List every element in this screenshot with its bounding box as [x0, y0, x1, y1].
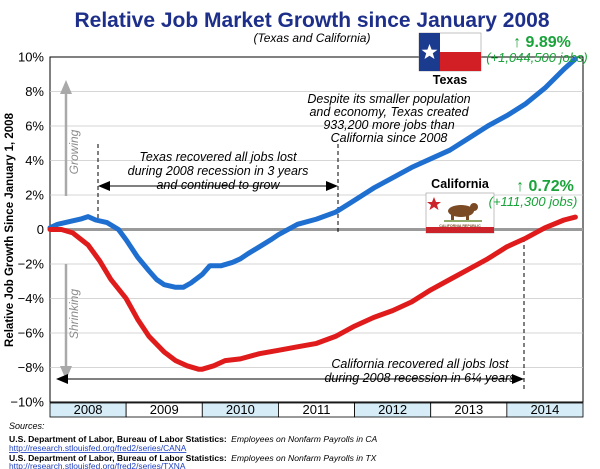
year-label-2009: 2009: [150, 402, 179, 417]
growing-arrow: Growing: [60, 80, 81, 196]
source-2: U.S. Department of Labor, Bureau of Labo…: [9, 453, 377, 463]
texas-pct: ↑ 9.89%: [513, 34, 571, 51]
year-label-2014: 2014: [530, 402, 559, 417]
california-jobs: (+111,300 jobs): [489, 194, 578, 209]
source-2-url[interactable]: http://research.stlouisfed.org/fred2/ser…: [9, 461, 186, 469]
chart-subtitle: (Texas and California): [254, 31, 371, 45]
y-tick-label-2: −6%: [18, 326, 45, 341]
year-label-2011: 2011: [303, 402, 331, 417]
tvc-line-1: Despite its smaller population: [307, 92, 470, 106]
tvc-line-4: California since 2008: [331, 131, 448, 145]
texas-recovery-annotation: Texas recovered all jobs lost during 200…: [98, 150, 338, 192]
texas-vs-california-annotation: Despite its smaller population and econo…: [307, 92, 470, 145]
x-year-bands: 2008 2009 2010 2011 2012 2013 2014: [49, 402, 584, 418]
source-1-org: U.S. Department of Labor, Bureau of Labo…: [9, 434, 227, 444]
tvc-line-2: and economy, Texas created: [309, 105, 469, 119]
y-tick-label-3: −4%: [18, 291, 45, 306]
y-tick-labels: −10% −8% −6% −4% −2% 0 2% 4% 6% 8% 10%: [10, 50, 44, 410]
shrinking-arrow: Shrinking: [60, 264, 81, 380]
source-1-title: Employees on Nonfarm Payrolls in CA: [231, 434, 377, 444]
shrinking-label: Shrinking: [67, 289, 81, 339]
source-2-title: Employees on Nonfarm Payrolls in TX: [231, 453, 376, 463]
california-callout: California CALIFORNIA REPUBLIC ↑ 0.72% (…: [425, 177, 578, 234]
sources: Sources: U.S. Department of Labor, Burea…: [9, 421, 378, 469]
source-1: U.S. Department of Labor, Bureau of Labo…: [9, 434, 378, 444]
year-label-2013: 2013: [454, 402, 483, 417]
ca-recovery-line-2: during 2008 recession in 6¼ years: [324, 371, 515, 385]
tvc-line-3: 933,200 more jobs than: [323, 118, 454, 132]
y-tick-label-1: −8%: [18, 360, 45, 375]
texas-recovery-line-3: and continued to grow: [156, 178, 280, 192]
texas-label: Texas: [433, 73, 468, 87]
y-axis-label: Relative Job Growth Since January 1, 200…: [4, 112, 16, 347]
y-tick-label-4: −2%: [18, 257, 45, 272]
y-tick-label-5: 0: [37, 222, 44, 237]
y-tick-label-6: 2%: [25, 188, 44, 203]
texas-flag-icon: [418, 32, 482, 72]
year-label-2010: 2010: [226, 402, 255, 417]
y-tick-label-7: 4%: [25, 153, 44, 168]
california-label: California: [431, 177, 490, 191]
texas-jobs: (+1,044,500 jobs): [486, 50, 588, 65]
sources-heading: Sources:: [9, 421, 45, 431]
y-tick-label-10: 10%: [18, 50, 44, 65]
source-2-org: U.S. Department of Labor, Bureau of Labo…: [9, 453, 227, 463]
ca-recovery-line-1: California recovered all jobs lost: [331, 357, 509, 371]
series-lines: [47, 56, 578, 372]
texas-recovery-line-2: during 2008 recession in 3 years: [128, 164, 309, 178]
texas-recovery-line-1: Texas recovered all jobs lost: [139, 150, 297, 164]
california-flag-icon: CALIFORNIA REPUBLIC: [425, 192, 495, 234]
texas-callout: Texas ↑ 9.89% (+1,044,500 jobs): [418, 32, 588, 87]
year-band-2014: [506, 402, 584, 418]
y-tick-label-8: 6%: [25, 119, 44, 134]
source-1-url[interactable]: http://research.stlouisfed.org/fred2/ser…: [9, 443, 187, 453]
gridlines: [50, 91, 583, 368]
series-line-california: [47, 214, 578, 372]
year-label-2012: 2012: [378, 402, 407, 417]
y-tick-label-9: 8%: [25, 84, 44, 99]
california-flag-text: CALIFORNIA REPUBLIC: [439, 224, 481, 228]
growing-label: Growing: [67, 129, 81, 174]
y-tick-label-0: −10%: [10, 395, 44, 410]
year-label-2008: 2008: [74, 402, 103, 417]
california-pct: ↑ 0.72%: [516, 178, 574, 195]
california-recovery-annotation: California recovered all jobs lost durin…: [56, 357, 524, 385]
series-line-texas: [47, 56, 578, 290]
chart-title: Relative Job Market Growth since January…: [74, 9, 549, 32]
